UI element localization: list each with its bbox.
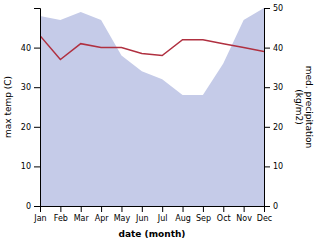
tick-label: 10 <box>273 162 283 171</box>
chart: JanFebMarAprMayJunJulAugSepOctNovDec0102… <box>0 0 318 242</box>
y2-axis-title: med. precipitation(kg/m2) <box>294 66 314 148</box>
tick: Jun <box>135 206 149 223</box>
temp-line <box>40 36 264 60</box>
tick-label: Feb <box>54 214 68 223</box>
tick-mark <box>264 206 270 207</box>
tick-mark <box>223 206 224 212</box>
tick-label: Aug <box>175 214 191 223</box>
tick-mark <box>34 48 40 49</box>
tick: 0 <box>26 202 40 211</box>
tick-label: Dec <box>257 214 272 223</box>
tick: 10 <box>21 162 40 171</box>
tick-label: 40 <box>21 44 31 53</box>
y2-axis-title-line: (kg/m2) <box>294 89 304 124</box>
tick-label: 30 <box>273 83 283 92</box>
tick: 30 <box>21 83 40 92</box>
marks <box>40 8 264 206</box>
tick-label: Oct <box>217 214 231 223</box>
tick-mark <box>34 206 40 207</box>
tick-mark <box>183 206 184 212</box>
tick-label: 30 <box>21 83 31 92</box>
tick-label: 50 <box>273 4 283 13</box>
tick: Dec <box>257 206 272 223</box>
tick: Apr <box>95 206 110 223</box>
tick-label: Nov <box>236 214 252 223</box>
tick-mark <box>101 206 102 212</box>
tick-label: 20 <box>273 123 283 132</box>
axis-line <box>34 9 41 207</box>
y2-axis-title-line: med. precipitation <box>304 66 314 148</box>
tick-label: Sep <box>196 214 211 223</box>
tick-label: Jul <box>157 214 168 223</box>
y-axis-title: max temp (C) <box>3 76 13 138</box>
tick: Sep <box>196 206 211 223</box>
tick: Jan <box>33 206 46 223</box>
y-axis: 0 10 20 30 40 <box>21 9 41 212</box>
tick: 0 <box>264 202 278 211</box>
tick-label: 40 <box>273 44 283 53</box>
tick-mark <box>142 206 143 212</box>
tick-label: May <box>114 214 131 223</box>
tick-label: Mar <box>74 214 90 223</box>
tick-label: 20 <box>21 123 31 132</box>
tick-mark <box>264 87 270 88</box>
tick-mark <box>244 206 245 212</box>
tick-label: Jun <box>135 214 149 223</box>
tick-mark <box>162 206 163 212</box>
tick: 50 <box>264 4 283 13</box>
x-axis-title: date (month) <box>119 229 186 239</box>
tick-label: Jan <box>33 214 46 223</box>
tick: 40 <box>264 44 283 53</box>
tick: May <box>114 206 131 223</box>
tick: Jul <box>157 206 168 223</box>
tick-label: Apr <box>95 214 110 223</box>
tick-mark <box>264 8 270 9</box>
tick: Nov <box>236 206 252 223</box>
x-axis: Jan Feb Mar Apr May Jun Jul Aug Sep Oct Nov Dec <box>33 206 272 223</box>
tick-mark <box>264 127 270 128</box>
tick-mark <box>34 87 40 88</box>
tick-mark <box>60 206 61 212</box>
tick: 20 <box>264 123 283 132</box>
tick-mark <box>203 206 204 212</box>
tick-mark <box>34 127 40 128</box>
tick-mark <box>81 206 82 212</box>
tick: 40 <box>21 44 40 53</box>
tick-label: 0 <box>273 202 278 211</box>
y2-axis: 0 10 20 30 40 50 <box>264 4 283 211</box>
tick-label: 0 <box>26 202 31 211</box>
tick: Aug <box>175 206 191 223</box>
tick-mark <box>34 166 40 167</box>
tick-label: 10 <box>21 162 31 171</box>
tick: Mar <box>74 206 90 223</box>
axis-line <box>41 207 265 213</box>
tick-mark <box>264 48 270 49</box>
tick: 30 <box>264 83 283 92</box>
tick: 10 <box>264 162 283 171</box>
plot: JanFebMarAprMayJunJulAugSepOctNovDec0102… <box>3 4 314 239</box>
tick: Feb <box>54 206 68 223</box>
tick-mark <box>121 206 122 212</box>
tick: Oct <box>217 206 231 223</box>
tick-mark <box>264 166 270 167</box>
tick: 20 <box>21 123 40 132</box>
precip-area <box>40 8 264 206</box>
axis-line <box>265 9 271 207</box>
